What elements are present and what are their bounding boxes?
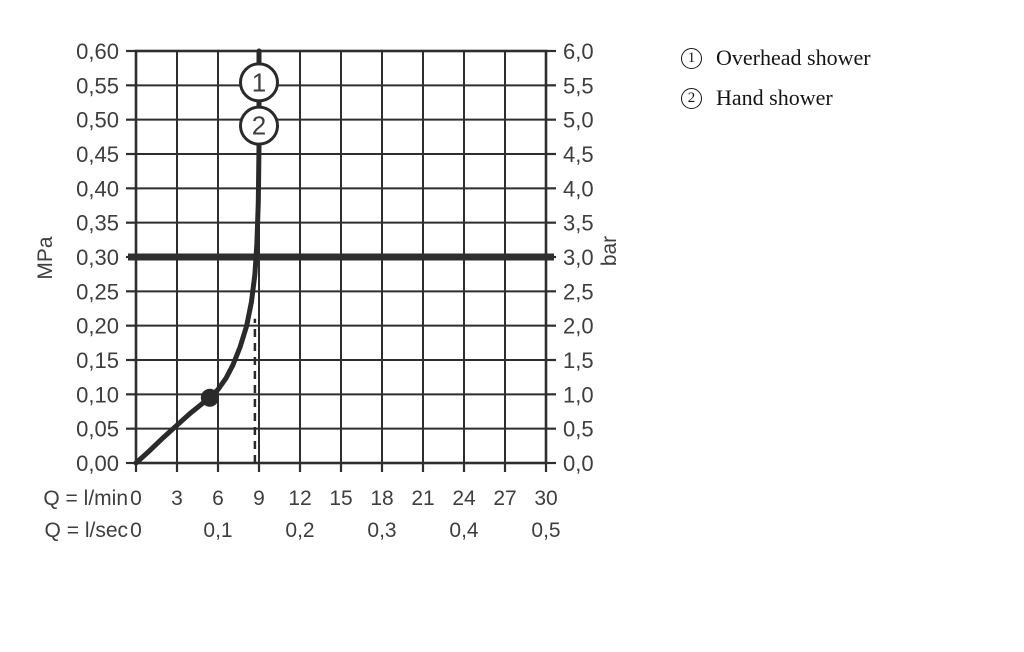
y-left-tick-label: 0,05 bbox=[76, 417, 119, 442]
legend-item-hand-shower: 2 Hand shower bbox=[681, 85, 871, 112]
y-axis-right-title: bar bbox=[598, 236, 621, 266]
y-right-tick-label: 3,0 bbox=[563, 245, 594, 270]
y-right-tick-label: 5,5 bbox=[563, 73, 594, 98]
y-left-tick-label: 0,60 bbox=[76, 39, 119, 64]
y-left-tick-label: 0,50 bbox=[76, 108, 119, 133]
legend-label: Overhead shower bbox=[716, 45, 871, 71]
y-left-tick-label: 0,40 bbox=[76, 176, 119, 201]
circled-2-icon: 2 bbox=[681, 88, 702, 109]
x-tick-label: 9 bbox=[253, 487, 265, 510]
x-tick-label: 12 bbox=[288, 487, 311, 510]
y-left-tick-label: 0,30 bbox=[76, 245, 119, 270]
operating-point bbox=[200, 388, 219, 407]
y-right-tick-label: 6,0 bbox=[563, 39, 594, 64]
x-tick-label: 0,4 bbox=[449, 519, 479, 542]
y-left-tick-label: 0,15 bbox=[76, 348, 119, 373]
y-right-tick-label: 5,0 bbox=[563, 108, 594, 133]
x-axis-prefix-lsec: Q = l/sec bbox=[45, 519, 128, 542]
y-left-tick-label: 0,35 bbox=[76, 211, 119, 236]
y-left-tick-label: 0,00 bbox=[76, 451, 119, 476]
operating-point-dot bbox=[200, 388, 219, 407]
legend: 1 Overhead shower 2 Hand shower bbox=[681, 45, 871, 112]
flow-curve-path bbox=[133, 48, 262, 466]
curve-callouts: 12 bbox=[239, 62, 279, 146]
y-left-tick-label: 0,20 bbox=[76, 314, 119, 339]
x-tick-label: 0,3 bbox=[367, 519, 396, 542]
y-right-tick-label: 4,5 bbox=[563, 142, 594, 167]
x-tick-label: 0,2 bbox=[285, 519, 314, 542]
x-tick-label: 0,5 bbox=[531, 519, 560, 542]
y-left-tick-label: 0,25 bbox=[76, 279, 119, 304]
y-right-tick-label: 1,5 bbox=[563, 348, 594, 373]
y-right-tick-label: 0,0 bbox=[563, 451, 594, 476]
x-tick-label: 3 bbox=[171, 487, 183, 510]
y-right-tick-label: 4,0 bbox=[563, 176, 594, 201]
callout-number-1: 1 bbox=[252, 67, 266, 97]
flow-curve bbox=[133, 48, 262, 466]
y-left-tick-label: 0,10 bbox=[76, 382, 119, 407]
legend-label: Hand shower bbox=[716, 85, 833, 111]
circled-1-icon: 1 bbox=[681, 48, 702, 69]
callout-circle-1 bbox=[239, 62, 279, 103]
y-axis-left-title: MPa bbox=[34, 236, 57, 280]
x-tick-label: 15 bbox=[329, 487, 352, 510]
y-right-tick-label: 0,5 bbox=[563, 417, 594, 442]
y-left-tick-label: 0,55 bbox=[76, 73, 119, 98]
callout-number-2: 2 bbox=[252, 111, 266, 141]
tick-labels: 0,600,550,500,450,400,350,300,250,200,15… bbox=[76, 39, 593, 542]
x-axis-prefix-lmin: Q = l/min bbox=[43, 487, 128, 510]
x-tick-label: 0,1 bbox=[203, 519, 232, 542]
x-tick-label: 0 bbox=[130, 487, 142, 510]
y-right-tick-label: 2,5 bbox=[563, 279, 594, 304]
y-left-tick-label: 0,45 bbox=[76, 142, 119, 167]
x-tick-label: 24 bbox=[452, 487, 476, 510]
y-right-tick-label: 3,5 bbox=[563, 211, 594, 236]
x-tick-label: 18 bbox=[370, 487, 393, 510]
x-tick-label: 0 bbox=[130, 519, 142, 542]
y-right-tick-label: 1,0 bbox=[563, 382, 594, 407]
callout-circle-2 bbox=[239, 105, 279, 146]
x-tick-label: 27 bbox=[493, 487, 516, 510]
x-tick-label: 30 bbox=[534, 487, 557, 510]
legend-item-overhead-shower: 1 Overhead shower bbox=[681, 45, 871, 72]
y-right-tick-label: 2,0 bbox=[563, 314, 594, 339]
x-tick-label: 6 bbox=[212, 487, 224, 510]
x-tick-label: 21 bbox=[411, 487, 434, 510]
